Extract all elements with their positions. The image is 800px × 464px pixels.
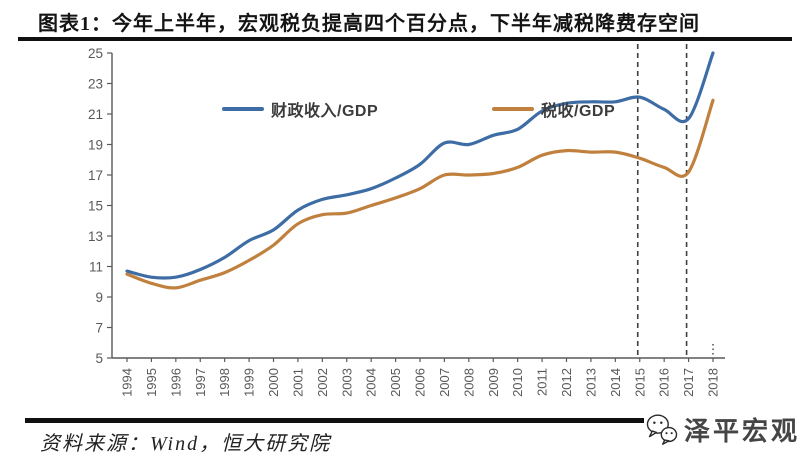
y-tick-label: 7	[95, 321, 103, 336]
legend-item-fiscal-revenue: 财政收入/GDP	[222, 100, 379, 120]
x-tick-label: 1994	[120, 368, 135, 397]
y-axis-ticks: 5 7 9 11 13 15 17 19 21 23 25	[88, 46, 112, 366]
y-tick-label: 5	[95, 351, 103, 366]
data-source-note: 资料来源：Wind，恒大研究院	[40, 433, 332, 455]
x-tick-label: 2007	[437, 368, 452, 397]
x-tick-label: 2006	[413, 368, 428, 397]
legend-item-tax: 税收/GDP	[492, 100, 616, 120]
x-tick-label: 1997	[193, 368, 208, 397]
y-tick-label: 11	[89, 260, 103, 275]
y-tick-label: 17	[88, 168, 103, 183]
y-tick-label: 23	[88, 77, 103, 92]
y-tick-label: 15	[88, 199, 103, 214]
x-tick-label: 2008	[461, 368, 476, 397]
title-divider	[18, 37, 792, 41]
wechat-icon	[646, 414, 678, 445]
x-tick-label: 2012	[559, 368, 574, 397]
y-tick-label: 13	[88, 229, 103, 244]
x-tick-label: 2005	[388, 368, 403, 397]
legend-swatch-tax	[492, 107, 534, 111]
series-line-0	[125, 51, 715, 280]
legend-label-tax: 税收/GDP	[541, 103, 616, 120]
x-tick-label: 2018	[706, 368, 721, 397]
logo-text: 泽平宏观	[683, 416, 800, 446]
x-tick-label: 2010	[510, 368, 525, 397]
zeping-macro-logo: 泽平宏观	[644, 402, 800, 456]
x-tick-label: 2009	[486, 368, 501, 397]
x-tick-label: 2002	[315, 368, 330, 397]
x-tick-label: 2015	[632, 368, 647, 397]
x-tick-label: 2013	[583, 368, 598, 397]
x-tick-label: 2000	[266, 368, 281, 397]
x-tick-label: 1995	[144, 368, 159, 397]
x-tick-label: 1996	[168, 368, 183, 397]
x-axis-ticks: 1994 1995 1996 1997 1998 1999 2000 2001 2002 2003…	[120, 344, 721, 397]
y-tick-label: 21	[88, 107, 103, 122]
x-tick-label: 2011	[535, 368, 550, 396]
x-tick-label: 2001	[290, 368, 305, 397]
y-tick-label: 9	[95, 290, 103, 305]
x-tick-label: 2017	[681, 368, 696, 397]
footer-divider	[25, 418, 668, 423]
y-tick-label: 19	[88, 138, 103, 153]
dashed-vlines	[636, 44, 688, 358]
line-chart: 5 7 9 11 13 15 17 19 21 23 25 1994 1995 1996 1997 1998 1…	[0, 42, 800, 412]
x-tick-label: 2014	[608, 368, 623, 397]
x-tick-label: 1999	[242, 368, 257, 397]
legend-label-fiscal: 财政收入/GDP	[271, 103, 379, 120]
series-line-1	[125, 98, 715, 290]
x-tick-label: 2004	[364, 368, 379, 397]
y-tick-label: 25	[88, 46, 103, 61]
x-tick-label: 2016	[657, 368, 672, 397]
x-tick-label: 2003	[339, 368, 354, 397]
chart-title: 图表1：今年上半年，宏观税负提高四个百分点，下半年减税降费存空间	[38, 13, 700, 35]
legend-swatch-fiscal	[222, 107, 264, 111]
x-tick-label: 1998	[217, 368, 232, 397]
